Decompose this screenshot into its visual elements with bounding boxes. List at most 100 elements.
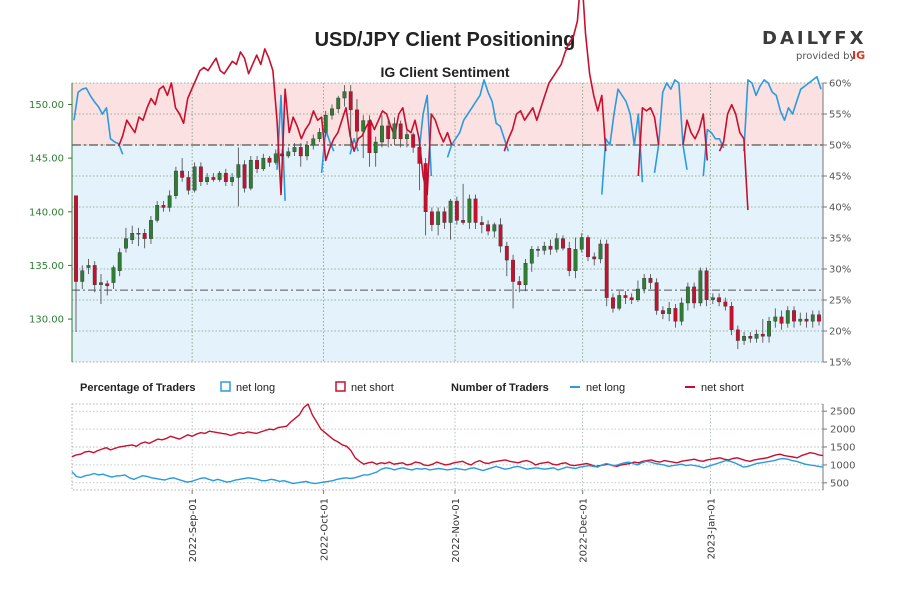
x-axis: 2022-Sep-01 2022-Oct-01 2022-Nov-01 2022-De…: [188, 490, 717, 563]
candle-body: [149, 220, 153, 239]
candle-body: [498, 224, 503, 247]
candle-body: [611, 297, 615, 309]
sentiment-tick-label: 60%: [829, 79, 851, 90]
candle-body: [217, 172, 222, 180]
candle-body: [348, 91, 353, 111]
x-tick-label: 2023-Jan-01: [706, 498, 717, 559]
legend-pct-heading: Percentage of Traders: [80, 382, 196, 394]
candle-body: [398, 123, 403, 140]
candle-body: [380, 125, 384, 143]
candle-body: [629, 297, 634, 300]
candle-body: [561, 238, 565, 249]
candle-body: [442, 211, 447, 223]
x-tick-label: 2022-Oct-01: [320, 498, 331, 561]
candle-body: [810, 314, 815, 322]
candle-body: [211, 177, 216, 180]
candle-body: [230, 177, 235, 182]
candle-body: [423, 163, 428, 212]
candle-body: [142, 233, 147, 239]
candle-body: [723, 301, 728, 307]
candle-body: [554, 238, 559, 250]
candle-body: [623, 295, 628, 298]
candle-body: [80, 270, 85, 282]
traders-net-long-line: [71, 457, 824, 485]
candle-body: [511, 259, 515, 282]
candle-body: [242, 164, 247, 189]
traders-tick-label: 2500: [830, 407, 855, 418]
candle-body: [592, 256, 597, 260]
price-tick-label: 145.00: [29, 154, 64, 165]
dailyfx-logo: DAILYFX provided by IG: [762, 28, 865, 62]
candle-body: [99, 282, 103, 285]
candle-body: [679, 302, 684, 322]
candle-body: [479, 222, 484, 225]
candle-body: [642, 278, 647, 290]
candle-body: [305, 145, 309, 157]
candle-body: [792, 310, 796, 322]
candle-body: [685, 286, 690, 304]
price-tick-label: 135.00: [29, 261, 64, 272]
candle-body: [286, 151, 291, 157]
candle-body: [773, 316, 778, 322]
candle-body: [548, 245, 553, 250]
x-tick-label: 2022-Nov-01: [451, 498, 462, 563]
candle-body: [173, 170, 178, 196]
candle-body: [779, 316, 784, 324]
traders-tick-label: 500: [830, 478, 849, 489]
candle-body: [486, 224, 491, 232]
x-tick-label: 2022-Dec-01: [579, 498, 590, 563]
candle-body: [536, 249, 540, 251]
candle-body: [198, 166, 203, 182]
candle-body: [436, 211, 441, 225]
candle-body: [311, 138, 316, 146]
candle-body: [292, 147, 297, 152]
candle-body: [298, 147, 303, 157]
candle-body: [473, 198, 478, 223]
candle-body: [586, 237, 590, 258]
sentiment-tick-label: 40%: [829, 203, 851, 214]
candle-body: [710, 297, 715, 300]
legend-num-short-label: net short: [701, 382, 744, 394]
candle-body: [330, 108, 334, 116]
main-plot: 15% 20% 25% 30% 35% 40% 45% 50% 55% 60% 130.00 135.…: [29, 0, 851, 369]
traders-tick-label: 2000: [830, 425, 855, 436]
chart-subtitle: IG Client Sentiment: [380, 64, 509, 80]
price-tick-label: 150.00: [29, 100, 64, 111]
candle-body: [673, 308, 678, 322]
candle-body: [186, 177, 191, 191]
candle-body: [155, 205, 160, 221]
candle-body: [130, 233, 135, 240]
candle-body: [804, 318, 809, 322]
candle-body: [280, 153, 284, 157]
candle-body: [336, 97, 341, 109]
sentiment-tick-label: 45%: [829, 172, 851, 183]
candle-body: [136, 233, 141, 235]
net-short-pct-line: [117, 0, 749, 211]
sentiment-tick-label: 25%: [829, 296, 851, 307]
candle-body: [448, 200, 453, 223]
candle-body: [767, 321, 771, 337]
traders-net-short-line: [71, 403, 824, 468]
candle-body: [236, 164, 241, 178]
candle-body: [417, 147, 422, 164]
candle-body: [698, 270, 703, 304]
candle-body: [355, 109, 359, 132]
candle-body: [192, 166, 197, 191]
candle-body: [598, 243, 603, 260]
candle-body: [742, 336, 746, 341]
sentiment-tick-label: 15%: [829, 358, 851, 369]
legend-num-heading: Number of Traders: [451, 382, 549, 394]
candle-body: [373, 141, 378, 153]
traders-tick-label: 1500: [830, 443, 855, 454]
candle-body: [454, 200, 459, 221]
candle-body: [717, 297, 722, 303]
candle-body: [386, 125, 391, 140]
candle-body: [517, 281, 522, 285]
price-tick-label: 130.00: [29, 315, 64, 326]
candle-body: [86, 265, 91, 268]
candle-body: [267, 157, 272, 163]
candle-body: [323, 114, 328, 133]
candle-body: [567, 248, 572, 271]
candle-body: [735, 329, 740, 341]
